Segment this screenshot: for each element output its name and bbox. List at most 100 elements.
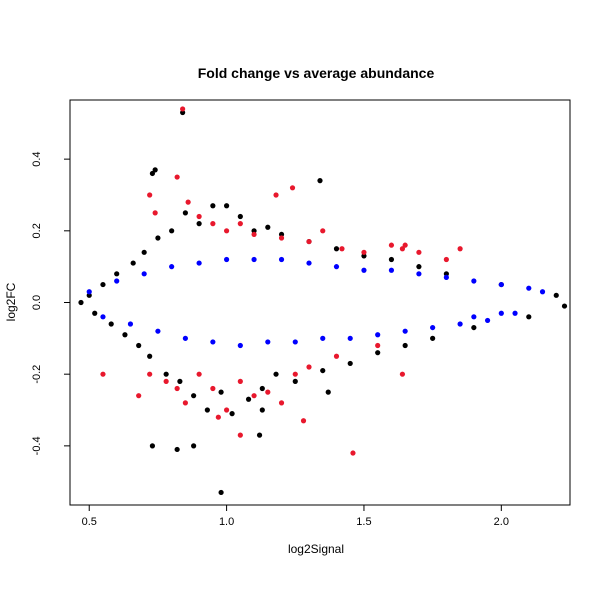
point-s0-38	[402, 342, 408, 349]
point-s1-21	[457, 246, 463, 252]
point-s1-19	[416, 249, 422, 255]
point-s2-11	[237, 342, 243, 349]
point-s1-9	[273, 192, 279, 198]
point-s0-16	[191, 393, 197, 399]
point-s2-19	[347, 335, 353, 341]
point-s2-4	[141, 271, 147, 277]
point-s2-20	[361, 267, 367, 273]
point-s0-24	[245, 396, 252, 402]
point-s1-1	[174, 174, 180, 180]
x-tick-label-1: 1.0	[219, 516, 234, 528]
point-s0-36	[375, 350, 381, 356]
point-s1-28	[182, 400, 188, 406]
x-axis-label: log2Signal	[288, 542, 344, 556]
point-s1-6	[210, 221, 216, 227]
point-s2-13	[265, 339, 271, 345]
point-s0-0	[78, 299, 84, 306]
point-s2-27	[457, 321, 463, 327]
point-s0-56	[259, 407, 265, 413]
point-s1-32	[237, 378, 243, 384]
point-s2-33	[539, 289, 546, 295]
point-s0-49	[149, 170, 156, 177]
point-s2-31	[512, 310, 518, 316]
point-s1-15	[339, 246, 345, 252]
point-s1-34	[265, 389, 271, 395]
point-s2-12	[251, 256, 257, 263]
point-s0-27	[265, 224, 271, 230]
point-s1-40	[375, 342, 381, 349]
point-s0-10	[147, 353, 153, 359]
point-s2-2	[114, 278, 120, 284]
point-s1-37	[306, 364, 312, 370]
point-s2-15	[292, 339, 298, 345]
point-s0-45	[553, 292, 559, 298]
point-s2-21	[375, 332, 381, 338]
point-s2-9	[210, 339, 216, 345]
point-s1-39	[350, 450, 356, 456]
y-axis-label: log2FC	[4, 282, 18, 321]
point-s2-17	[320, 335, 326, 341]
point-s2-18	[333, 264, 340, 270]
point-s0-9	[141, 249, 147, 255]
point-s1-3	[152, 210, 158, 216]
point-s0-40	[430, 335, 436, 341]
point-s1-4	[185, 199, 191, 205]
point-s2-34	[471, 314, 477, 320]
point-s1-7	[223, 228, 230, 234]
point-s1-24	[136, 393, 142, 399]
point-s0-53	[191, 443, 197, 449]
point-s0-3	[100, 281, 106, 288]
point-s1-20	[443, 256, 449, 263]
point-s2-28	[471, 278, 477, 284]
y-tick-label-2: 0.0	[31, 295, 43, 310]
point-s0-48	[152, 167, 158, 173]
point-s0-19	[210, 203, 216, 209]
point-s0-17	[196, 221, 202, 227]
point-s0-50	[317, 178, 323, 184]
point-s2-35	[498, 310, 504, 316]
point-s1-14	[320, 228, 326, 234]
point-s0-6	[122, 332, 128, 338]
point-s1-36	[292, 371, 298, 377]
point-s0-23	[237, 213, 243, 220]
point-s1-13	[306, 238, 312, 245]
point-s1-29	[196, 371, 202, 377]
point-s0-13	[169, 228, 175, 234]
point-s2-6	[169, 264, 175, 270]
point-s0-2	[92, 310, 98, 316]
point-s2-29	[484, 317, 491, 324]
point-s1-12	[278, 235, 285, 241]
x-tick-label-0: 0.5	[82, 516, 97, 528]
points-layer	[78, 106, 568, 496]
point-s0-55	[256, 432, 263, 438]
y-tick-label-3: 0.2	[31, 223, 43, 238]
chart-title: Fold change vs average abundance	[198, 65, 435, 81]
point-s0-30	[292, 378, 298, 384]
point-s1-27	[174, 385, 180, 392]
point-s1-5	[196, 213, 202, 220]
point-s0-11	[155, 235, 161, 241]
point-s0-21	[223, 203, 230, 209]
point-s0-37	[388, 256, 395, 263]
point-s0-20	[218, 389, 224, 395]
point-s0-33	[333, 246, 340, 252]
point-s0-4	[108, 321, 114, 327]
point-s2-32	[526, 285, 532, 291]
x-tick-label-3: 2.0	[494, 516, 509, 528]
point-s0-42	[471, 324, 477, 331]
point-s0-52	[174, 446, 180, 453]
point-s0-29	[278, 231, 285, 238]
point-s0-47	[180, 109, 186, 116]
point-s1-16	[361, 249, 367, 255]
point-s1-30	[210, 385, 216, 392]
point-s2-16	[306, 260, 312, 266]
point-s1-8	[237, 221, 243, 227]
plot-frame	[69, 99, 571, 506]
point-s1-31	[223, 407, 230, 413]
point-s0-26	[259, 385, 265, 392]
point-s1-11	[251, 231, 257, 238]
point-s0-34	[347, 360, 353, 367]
point-s2-1	[100, 314, 106, 320]
point-s1-42	[237, 432, 243, 438]
